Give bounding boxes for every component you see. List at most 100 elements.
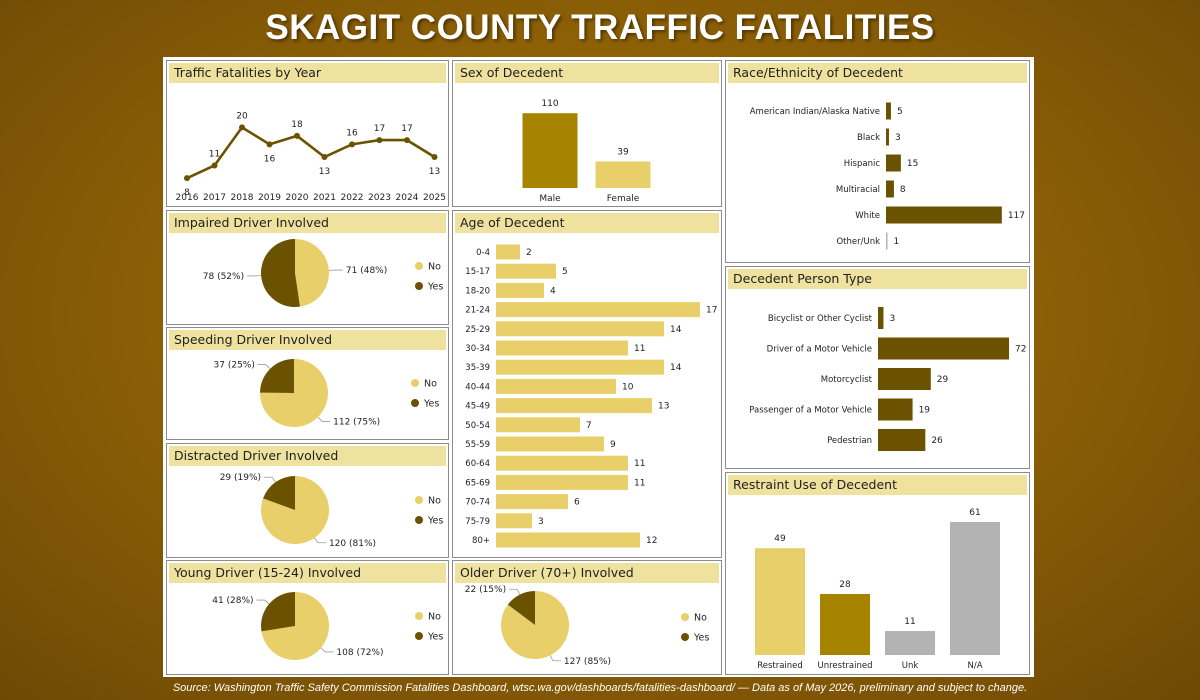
legend-marker-no [681, 613, 689, 621]
category-label: Male [539, 194, 561, 204]
category-label: Restrained [757, 661, 803, 671]
bar-value-label: 15 [907, 159, 918, 169]
data-point [294, 132, 300, 139]
category-label: 80+ [472, 536, 490, 546]
bar [820, 593, 870, 655]
category-label: Motorcyclist [821, 375, 873, 385]
pie-label-yes: 78 (52%) [203, 272, 244, 282]
bar [885, 631, 935, 655]
legend-marker-yes [411, 399, 419, 407]
panel-age-of-decedent: Age of Decedent 0-4 2 15-17 5 18-20 4 21-24 17 2… [452, 210, 722, 558]
page-title: SKAGIT COUNTY TRAFFIC FATALITIES [265, 8, 935, 47]
category-label: 75-79 [465, 517, 490, 527]
category-label: 35-39 [465, 363, 490, 373]
dashboard-board: Traffic Fatalities by Year 8 2016 11 20 17 20… [163, 57, 1034, 677]
category-label: 60-64 [465, 459, 490, 469]
panel-older-driver: Older Driver (70+) Involved 127 (85%) 22 … [452, 560, 722, 675]
bar [496, 263, 556, 279]
x-tick-label: 2025 [423, 193, 446, 203]
young-pie-chart: 108 (72%) 41 (28%) No Yes [212, 592, 443, 660]
data-label: 16 [264, 154, 276, 164]
race-bar-chart: American Indian/Alaska Native 5 Black 3 Hisp… [750, 102, 1025, 250]
pie-slice-no [500, 591, 569, 659]
source-note: Source: Washington Traffic Safety Commis… [172, 682, 1028, 694]
legend-label-no: No [424, 379, 437, 390]
legend-label-yes: Yes [427, 282, 443, 293]
speeding-pie-chart: 112 (75%) 37 (25%) No Yes [214, 359, 439, 427]
data-point [266, 141, 273, 148]
bar-value-label: 49 [774, 534, 786, 544]
bar [878, 368, 931, 390]
bar-value-label: 4 [550, 286, 556, 296]
bar-value-label: 11 [904, 617, 915, 627]
category-label: American Indian/Alaska Native [750, 107, 880, 117]
data-label: 20 [236, 111, 248, 121]
panel-title: Decedent Person Type [728, 269, 1027, 289]
legend-label-yes: Yes [693, 633, 709, 644]
bar [886, 128, 889, 146]
bar-value-label: 39 [617, 147, 629, 157]
panel-restraint-use: Restraint Use of Decedent 49 Restrained 28… [725, 472, 1030, 675]
bar [886, 102, 891, 120]
leader-line [320, 647, 334, 653]
bar [496, 398, 652, 414]
panel-title: Distracted Driver Involved [169, 446, 446, 466]
legend-marker-yes [415, 516, 423, 524]
x-tick-label: 2016 [176, 193, 199, 203]
bar-value-label: 2 [526, 248, 532, 258]
leader-line [264, 476, 276, 483]
legend-marker-no [415, 612, 423, 620]
bar [496, 474, 628, 490]
category-label: Bicyclist or Other Cyclist [768, 314, 873, 324]
leader-line [256, 599, 270, 605]
data-label: 17 [374, 124, 385, 134]
bar-value-label: 5 [562, 267, 568, 277]
series-line [186, 125, 436, 180]
bar-value-label: 3 [538, 517, 544, 527]
bar [496, 494, 568, 510]
pie-slice-no [259, 359, 328, 427]
bar-value-label: 1 [894, 237, 900, 247]
pie-label-yes: 41 (28%) [212, 596, 253, 606]
legend-marker-no [415, 262, 423, 270]
bar-value-label: 13 [658, 402, 669, 412]
bar [496, 436, 604, 452]
x-tick-label: 2021 [313, 193, 336, 203]
bar [496, 302, 700, 318]
panel-title: Age of Decedent [455, 213, 719, 233]
panel-title: Race/Ethnicity of Decedent [728, 63, 1027, 83]
legend-marker-yes [415, 632, 423, 640]
data-point [239, 124, 245, 131]
bar [496, 244, 520, 260]
data-label: 8 [184, 188, 190, 198]
bar-value-label: 19 [919, 406, 931, 416]
panel-title: Traffic Fatalities by Year [169, 63, 446, 83]
bar-value-label: 110 [541, 99, 558, 109]
bar [496, 455, 628, 471]
category-label: 70-74 [465, 498, 490, 508]
category-label: 45-49 [465, 402, 490, 412]
bar-value-label: 117 [1008, 211, 1025, 221]
distracted-pie-chart: 120 (81%) 29 (19%) No Yes [220, 473, 444, 549]
bar-value-label: 61 [969, 508, 980, 518]
bar [496, 359, 664, 375]
legend-label-yes: Yes [427, 516, 443, 527]
category-label: Other/Unk [836, 237, 880, 247]
category-label: 55-59 [465, 440, 490, 450]
pie-label-no: 108 (72%) [336, 648, 383, 658]
person-type-bar-chart: Bicyclist or Other Cyclist 3 Driver of a M… [749, 307, 1026, 451]
data-point [431, 154, 438, 161]
legend-label-no: No [428, 612, 441, 623]
panel-title: Older Driver (70+) Involved [455, 563, 719, 583]
bar [886, 206, 1002, 224]
category-label: Hispanic [844, 159, 881, 169]
legend-marker-no [411, 379, 419, 387]
legend-label-yes: Yes [427, 632, 443, 643]
pie-slice-yes [507, 591, 535, 625]
bar-value-label: 3 [895, 133, 901, 143]
category-label: 30-34 [465, 344, 490, 354]
pie-slice-yes [263, 476, 295, 510]
panel-distracted-driver: Distracted Driver Involved 120 (81%) 29 (… [166, 443, 449, 558]
panel-speeding-driver: Speeding Driver Involved 112 (75%) 37 (25… [166, 327, 449, 440]
